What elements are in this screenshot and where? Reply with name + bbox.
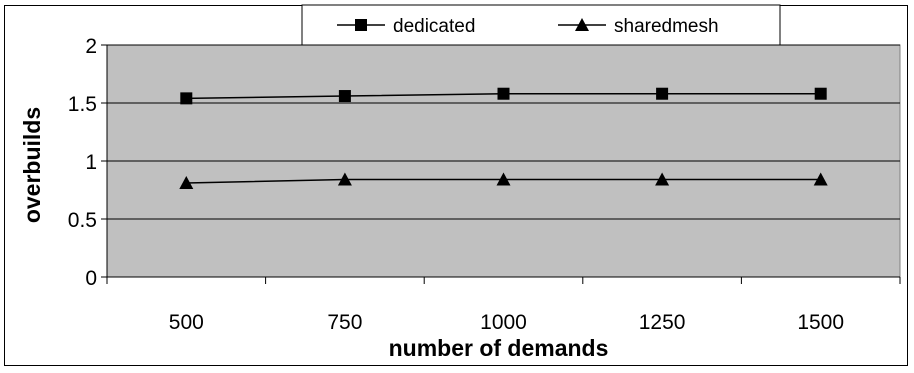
data-point-dedicated: [180, 92, 193, 105]
y-tick-label: 1: [85, 151, 97, 174]
x-tick-label: 500: [169, 311, 204, 334]
series-sharedmesh: [179, 172, 828, 190]
legend-box: [301, 4, 781, 46]
legend-item-dedicated: dedicated: [337, 16, 475, 37]
data-point-sharedmesh: [179, 176, 194, 190]
legend-marker: [575, 18, 589, 31]
legend-label: dedicated: [393, 16, 475, 37]
legend-label: sharedmesh: [614, 16, 719, 37]
series-dedicated: [180, 87, 827, 105]
x-tick-label: 1000: [480, 311, 527, 334]
data-point-dedicated: [497, 87, 510, 100]
y-axis-title: overbuilds: [19, 107, 45, 223]
data-point-sharedmesh: [813, 172, 828, 186]
x-axis-title: number of demands: [389, 335, 609, 361]
data-point-sharedmesh: [655, 172, 670, 186]
x-tick-labels: 500 750 1000 1250 1500: [169, 311, 844, 334]
series-layer: [179, 87, 828, 190]
x-tick-label: 750: [327, 311, 362, 334]
y-tick-label: 2: [85, 35, 97, 58]
y-tick-label: 1.5: [68, 93, 97, 116]
legend: dedicated sharedmesh: [301, 4, 781, 46]
axes: [101, 44, 901, 284]
data-point-sharedmesh: [496, 172, 511, 186]
data-point-dedicated: [814, 87, 827, 100]
y-tick-labels: 0 0.5 1 1.5 2: [68, 35, 97, 290]
x-tick-label: 1250: [639, 311, 686, 334]
legend-item-sharedmesh: sharedmesh: [558, 16, 719, 37]
data-point-sharedmesh: [337, 172, 352, 186]
legend-marker: [355, 19, 367, 31]
y-tick-label: 0.5: [68, 209, 97, 232]
data-point-dedicated: [338, 90, 351, 103]
data-point-dedicated: [656, 87, 669, 100]
y-tick-label: 0: [85, 267, 97, 290]
x-tick-label: 1500: [797, 311, 844, 334]
